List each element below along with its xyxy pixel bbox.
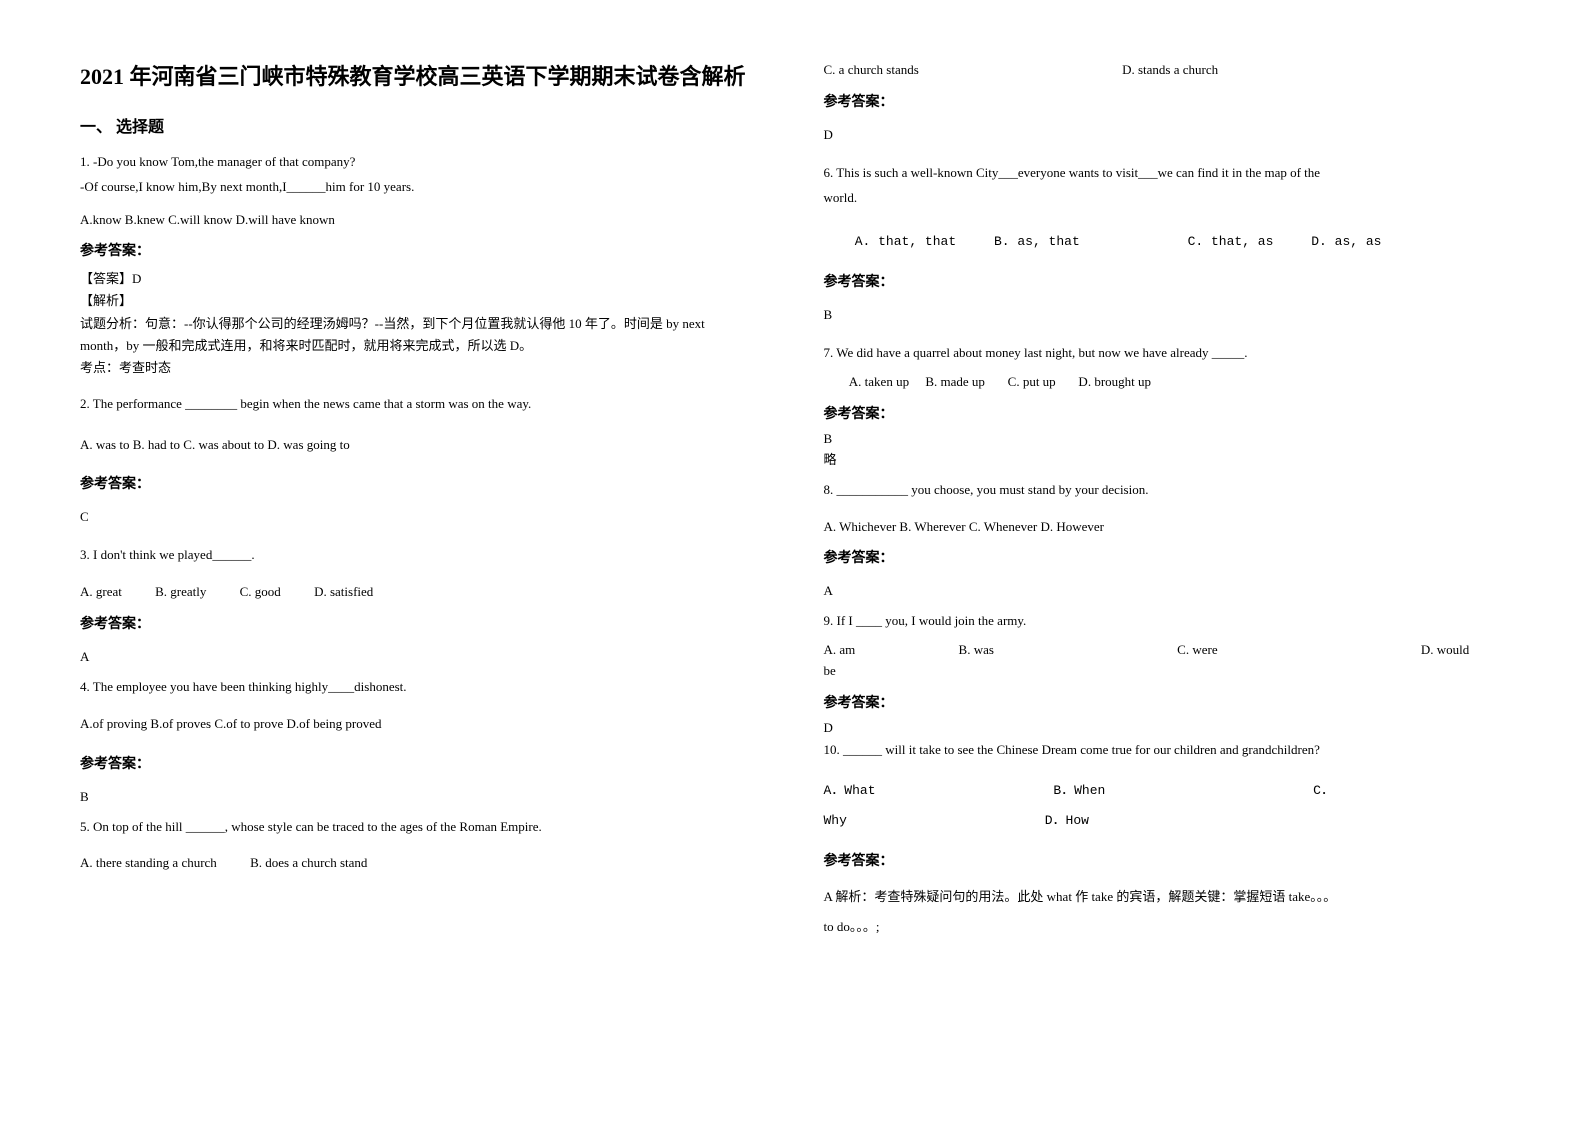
q1-line1: 1. -Do you know Tom,the manager of that … — [80, 152, 764, 173]
q9-options: A. am B. was C. were D. would be — [824, 640, 1508, 682]
q6-optC: C. that, as — [1188, 234, 1274, 249]
question-2: 2. The performance ________ begin when t… — [80, 394, 764, 415]
q6-optD: D. as, as — [1311, 234, 1381, 249]
document-title: 2021 年河南省三门峡市特殊教育学校高三英语下学期期末试卷含解析 — [80, 60, 764, 93]
section-header: 一、 选择题 — [80, 113, 764, 137]
question-9: 9. If I ____ you, I would join the army. — [824, 611, 1508, 632]
q5-optB: B. does a church stand — [250, 855, 367, 870]
q10-options-row2: Why D．How — [824, 811, 1508, 832]
q5-answer: D — [824, 127, 1508, 143]
q1-line2: -Of course,I know him,By next month,I___… — [80, 177, 764, 198]
question-6: 6. This is such a well-known City___ever… — [824, 163, 1508, 213]
q4-answer: B — [80, 789, 764, 805]
q3-optB: B. greatly — [155, 582, 206, 603]
q10-optA: A．What — [824, 783, 876, 798]
q1-ans3: 试题分析：句意：--你认得那个公司的经理汤姆吗？--当然，到下个月位置我就认得他… — [80, 313, 764, 335]
q6-line2: world. — [824, 188, 1508, 209]
q9-optC: C. were — [1177, 642, 1217, 657]
q6-answer: B — [824, 307, 1508, 323]
q8-options: A. Whichever B. Wherever C. Whenever D. … — [824, 517, 1508, 538]
q1-ans1: 【答案】D — [80, 268, 764, 290]
q5-optD: D. stands a church — [1122, 62, 1218, 77]
question-8: 8. ___________ you choose, you must stan… — [824, 480, 1508, 501]
right-column: C. a church stands D. stands a church 参考… — [824, 60, 1508, 1062]
q3-options: A. great B. greatly C. good D. satisfied — [80, 582, 764, 603]
q9-optD: D. would be — [824, 642, 1470, 678]
q1-options: A.know B.knew C.will know D.will have kn… — [80, 210, 764, 231]
q3-optA: A. great — [80, 582, 122, 603]
q9-optB: B. was — [959, 642, 994, 657]
q2-answer: C — [80, 509, 764, 525]
answer-label: 参考答案： — [824, 547, 1508, 567]
question-4: 4. The employee you have been thinking h… — [80, 677, 764, 698]
q2-options: A. was to B. had to C. was about to D. w… — [80, 435, 764, 456]
q5-optA: A. there standing a church — [80, 853, 217, 874]
answer-label: 参考答案： — [824, 403, 1508, 423]
q3-optD: D. satisfied — [314, 584, 373, 599]
q1-ans4: month，by 一般和完成式连用，和将来时匹配时，就用将来完成式，所以选 D。 — [80, 335, 764, 357]
question-7: 7. We did have a quarrel about money las… — [824, 343, 1508, 364]
q3-answer: A — [80, 649, 764, 665]
q6-optB: B. as, that — [994, 234, 1080, 249]
q5-options-row2: C. a church stands D. stands a church — [824, 60, 1508, 81]
q10-optB: B．When — [1053, 783, 1105, 798]
q10-analysis: A 解析：考查特殊疑问句的用法。此处 what 作 take 的宾语，解题关键：… — [824, 886, 1508, 938]
q6-optA: A. that, that — [855, 234, 956, 249]
q10-options-row1: A．What B．When C． — [824, 781, 1508, 802]
q7-answer: B — [824, 431, 1508, 447]
answer-label: 参考答案： — [824, 271, 1508, 291]
q1-ans2: 【解析】 — [80, 290, 764, 312]
q8-answer: A — [824, 583, 1508, 599]
question-10: 10. ______ will it take to see the Chine… — [824, 740, 1508, 761]
q10-optD2: D．How — [1045, 813, 1089, 828]
q9-optA: A. am — [824, 642, 856, 657]
question-1: 1. -Do you know Tom,the manager of that … — [80, 152, 764, 202]
question-3: 3. I don't think we played______. — [80, 545, 764, 566]
q3-optC: C. good — [240, 582, 281, 603]
q10-analysis2: to do。。。; — [824, 916, 1508, 938]
q10-optD1: Why — [824, 813, 847, 828]
q5-optC: C. a church stands — [824, 60, 919, 81]
q1-analysis: 【答案】D 【解析】 试题分析：句意：--你认得那个公司的经理汤姆吗？--当然，… — [80, 268, 764, 378]
answer-label: 参考答案： — [824, 692, 1508, 712]
q4-options: A.of proving B.of proves C.of to prove D… — [80, 714, 764, 735]
left-column: 2021 年河南省三门峡市特殊教育学校高三英语下学期期末试卷含解析 一、 选择题… — [80, 60, 764, 1062]
answer-label: 参考答案： — [80, 240, 764, 260]
q9-answer: D — [824, 720, 1508, 736]
answer-label: 参考答案： — [80, 613, 764, 633]
answer-label: 参考答案： — [824, 91, 1508, 111]
answer-label: 参考答案： — [824, 850, 1508, 870]
q6-options: A. that, that B. as, that C. that, as D.… — [824, 232, 1508, 253]
answer-label: 参考答案： — [80, 473, 764, 493]
q10-optC: C． — [1313, 783, 1334, 798]
q6-line1: 6. This is such a well-known City___ever… — [824, 163, 1508, 184]
q5-options-row1: A. there standing a church B. does a chu… — [80, 853, 764, 874]
q1-ans5: 考点：考查时态 — [80, 357, 764, 379]
q10-analysis1: A 解析：考查特殊疑问句的用法。此处 what 作 take 的宾语，解题关键：… — [824, 886, 1508, 908]
q7-answer2: 略 — [824, 449, 1508, 468]
question-5: 5. On top of the hill ______, whose styl… — [80, 817, 764, 838]
q7-options: A. taken up B. made up C. put up D. brou… — [824, 372, 1508, 393]
answer-label: 参考答案： — [80, 753, 764, 773]
